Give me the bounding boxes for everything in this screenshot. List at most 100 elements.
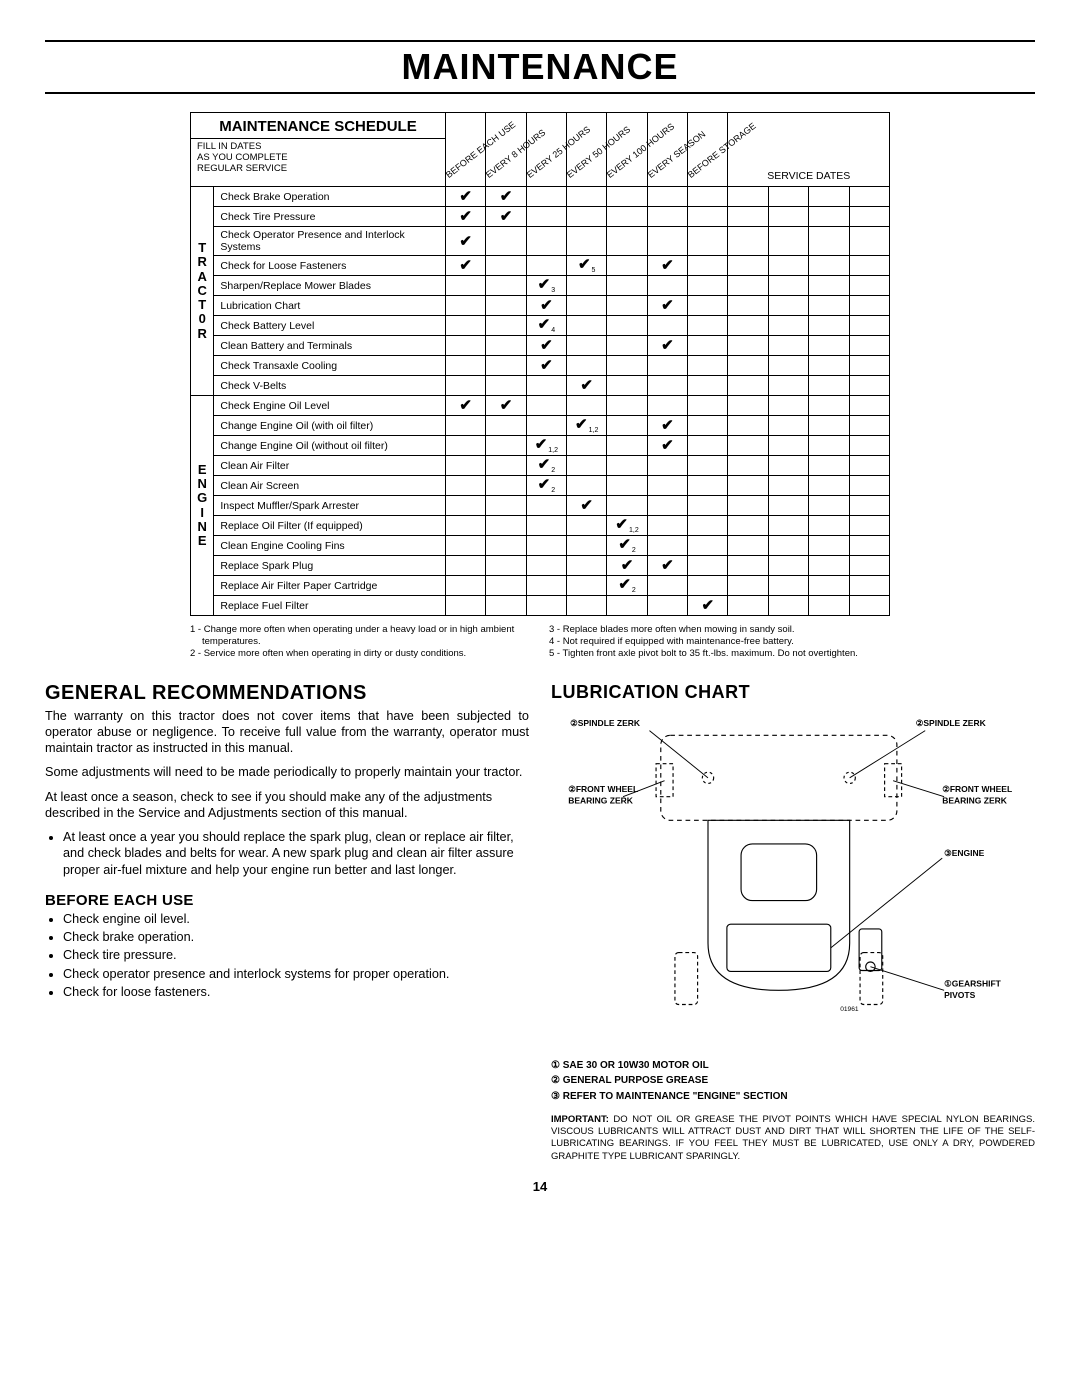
task-cell: Replace Fuel Filter (214, 596, 446, 616)
check-cell (607, 316, 647, 336)
check-cell (445, 316, 485, 336)
check-cell (688, 227, 728, 256)
service-date-cell (728, 296, 768, 316)
service-date-cell (849, 436, 889, 456)
check-cell: ✔1,2 (526, 436, 566, 456)
body-text: Some adjustments will need to be made pe… (45, 764, 529, 780)
fill-in-instructions: FILL IN DATES AS YOU COMPLETE REGULAR SE… (191, 139, 446, 187)
service-date-cell (809, 456, 849, 476)
check-cell: ✔ (647, 556, 687, 576)
service-date-cell (849, 207, 889, 227)
check-cell: ✔1,2 (567, 416, 607, 436)
task-cell: Clean Air Filter (214, 456, 446, 476)
service-date-cell (768, 376, 808, 396)
check-cell (567, 336, 607, 356)
service-date-cell (728, 516, 768, 536)
check-cell (607, 207, 647, 227)
check-cell (445, 276, 485, 296)
check-cell (607, 296, 647, 316)
check-cell (526, 376, 566, 396)
check-cell (486, 356, 526, 376)
check-cell: ✔ (647, 436, 687, 456)
task-cell: Sharpen/Replace Mower Blades (214, 276, 446, 296)
check-cell (688, 276, 728, 296)
check-cell (688, 376, 728, 396)
check-cell (486, 316, 526, 336)
check-cell (445, 556, 485, 576)
check-cell: ✔5 (567, 256, 607, 276)
service-date-cell (768, 227, 808, 256)
service-date-cell (809, 496, 849, 516)
check-cell (526, 256, 566, 276)
tractor-outline-svg: ②SPINDLE ZERK ②SPINDLE ZERK ②FRONT WHEEL… (551, 707, 1035, 1047)
service-date-cell (768, 436, 808, 456)
service-date-cell (849, 516, 889, 536)
check-cell (486, 576, 526, 596)
task-cell: Inspect Muffler/Spark Arrester (214, 496, 446, 516)
check-cell (445, 456, 485, 476)
before-each-use-list: Check engine oil level.Check brake opera… (45, 911, 529, 1000)
service-date-cell (849, 416, 889, 436)
label-spindle-left: ②SPINDLE ZERK (570, 718, 641, 728)
task-cell: Clean Engine Cooling Fins (214, 536, 446, 556)
service-date-cell (768, 396, 808, 416)
check-cell (688, 436, 728, 456)
check-cell (688, 416, 728, 436)
service-date-cell (809, 596, 849, 616)
check-cell (567, 596, 607, 616)
check-cell (526, 576, 566, 596)
check-cell (567, 436, 607, 456)
check-cell (607, 416, 647, 436)
service-date-cell (768, 187, 808, 207)
lubrication-legend: ① SAE 30 OR 10W30 MOTOR OIL ② GENERAL PU… (551, 1058, 1035, 1105)
check-cell (647, 456, 687, 476)
check-cell: ✔ (445, 187, 485, 207)
check-cell (445, 336, 485, 356)
check-cell: ✔2 (526, 476, 566, 496)
check-cell (445, 476, 485, 496)
check-cell (647, 516, 687, 536)
service-date-cell (768, 316, 808, 336)
check-cell: ✔ (647, 256, 687, 276)
service-date-cell (809, 227, 849, 256)
check-cell (647, 596, 687, 616)
service-date-cell (728, 496, 768, 516)
task-cell: Change Engine Oil (without oil filter) (214, 436, 446, 456)
check-cell (445, 376, 485, 396)
check-cell: ✔ (486, 187, 526, 207)
service-date-cell (849, 336, 889, 356)
footnote: 3 - Replace blades more often when mowin… (549, 624, 890, 636)
check-cell (647, 496, 687, 516)
check-cell (567, 187, 607, 207)
interval-header: EVERY 8 HOURS (486, 113, 526, 187)
check-cell (445, 416, 485, 436)
check-cell (567, 276, 607, 296)
service-date-cell (728, 456, 768, 476)
service-date-cell (849, 376, 889, 396)
service-date-cell (809, 396, 849, 416)
check-cell (567, 516, 607, 536)
label-gearshift: ①GEARSHIFT PIVOTS (944, 978, 1003, 999)
check-cell (688, 256, 728, 276)
service-date-cell (728, 596, 768, 616)
footnote: 4 - Not required if equipped with mainte… (549, 636, 890, 648)
check-cell: ✔4 (526, 316, 566, 336)
check-cell (688, 516, 728, 536)
check-cell (445, 516, 485, 536)
check-cell (647, 476, 687, 496)
service-date-cell (728, 556, 768, 576)
check-cell: ✔3 (526, 276, 566, 296)
footnote: 2 - Service more often when operating in… (190, 648, 531, 660)
left-column: GENERAL RECOMMENDATIONS The warranty on … (45, 682, 529, 1163)
legend-line: ① SAE 30 OR 10W30 MOTOR OIL (551, 1058, 1035, 1074)
check-cell (607, 227, 647, 256)
task-cell: Clean Air Screen (214, 476, 446, 496)
check-cell (688, 396, 728, 416)
check-cell: ✔ (445, 256, 485, 276)
check-cell (486, 376, 526, 396)
check-cell: ✔2 (607, 576, 647, 596)
schedule-footnotes: 1 - Change more often when operating und… (190, 624, 890, 660)
check-cell: ✔ (647, 416, 687, 436)
service-date-cell (768, 207, 808, 227)
service-date-cell (728, 376, 768, 396)
